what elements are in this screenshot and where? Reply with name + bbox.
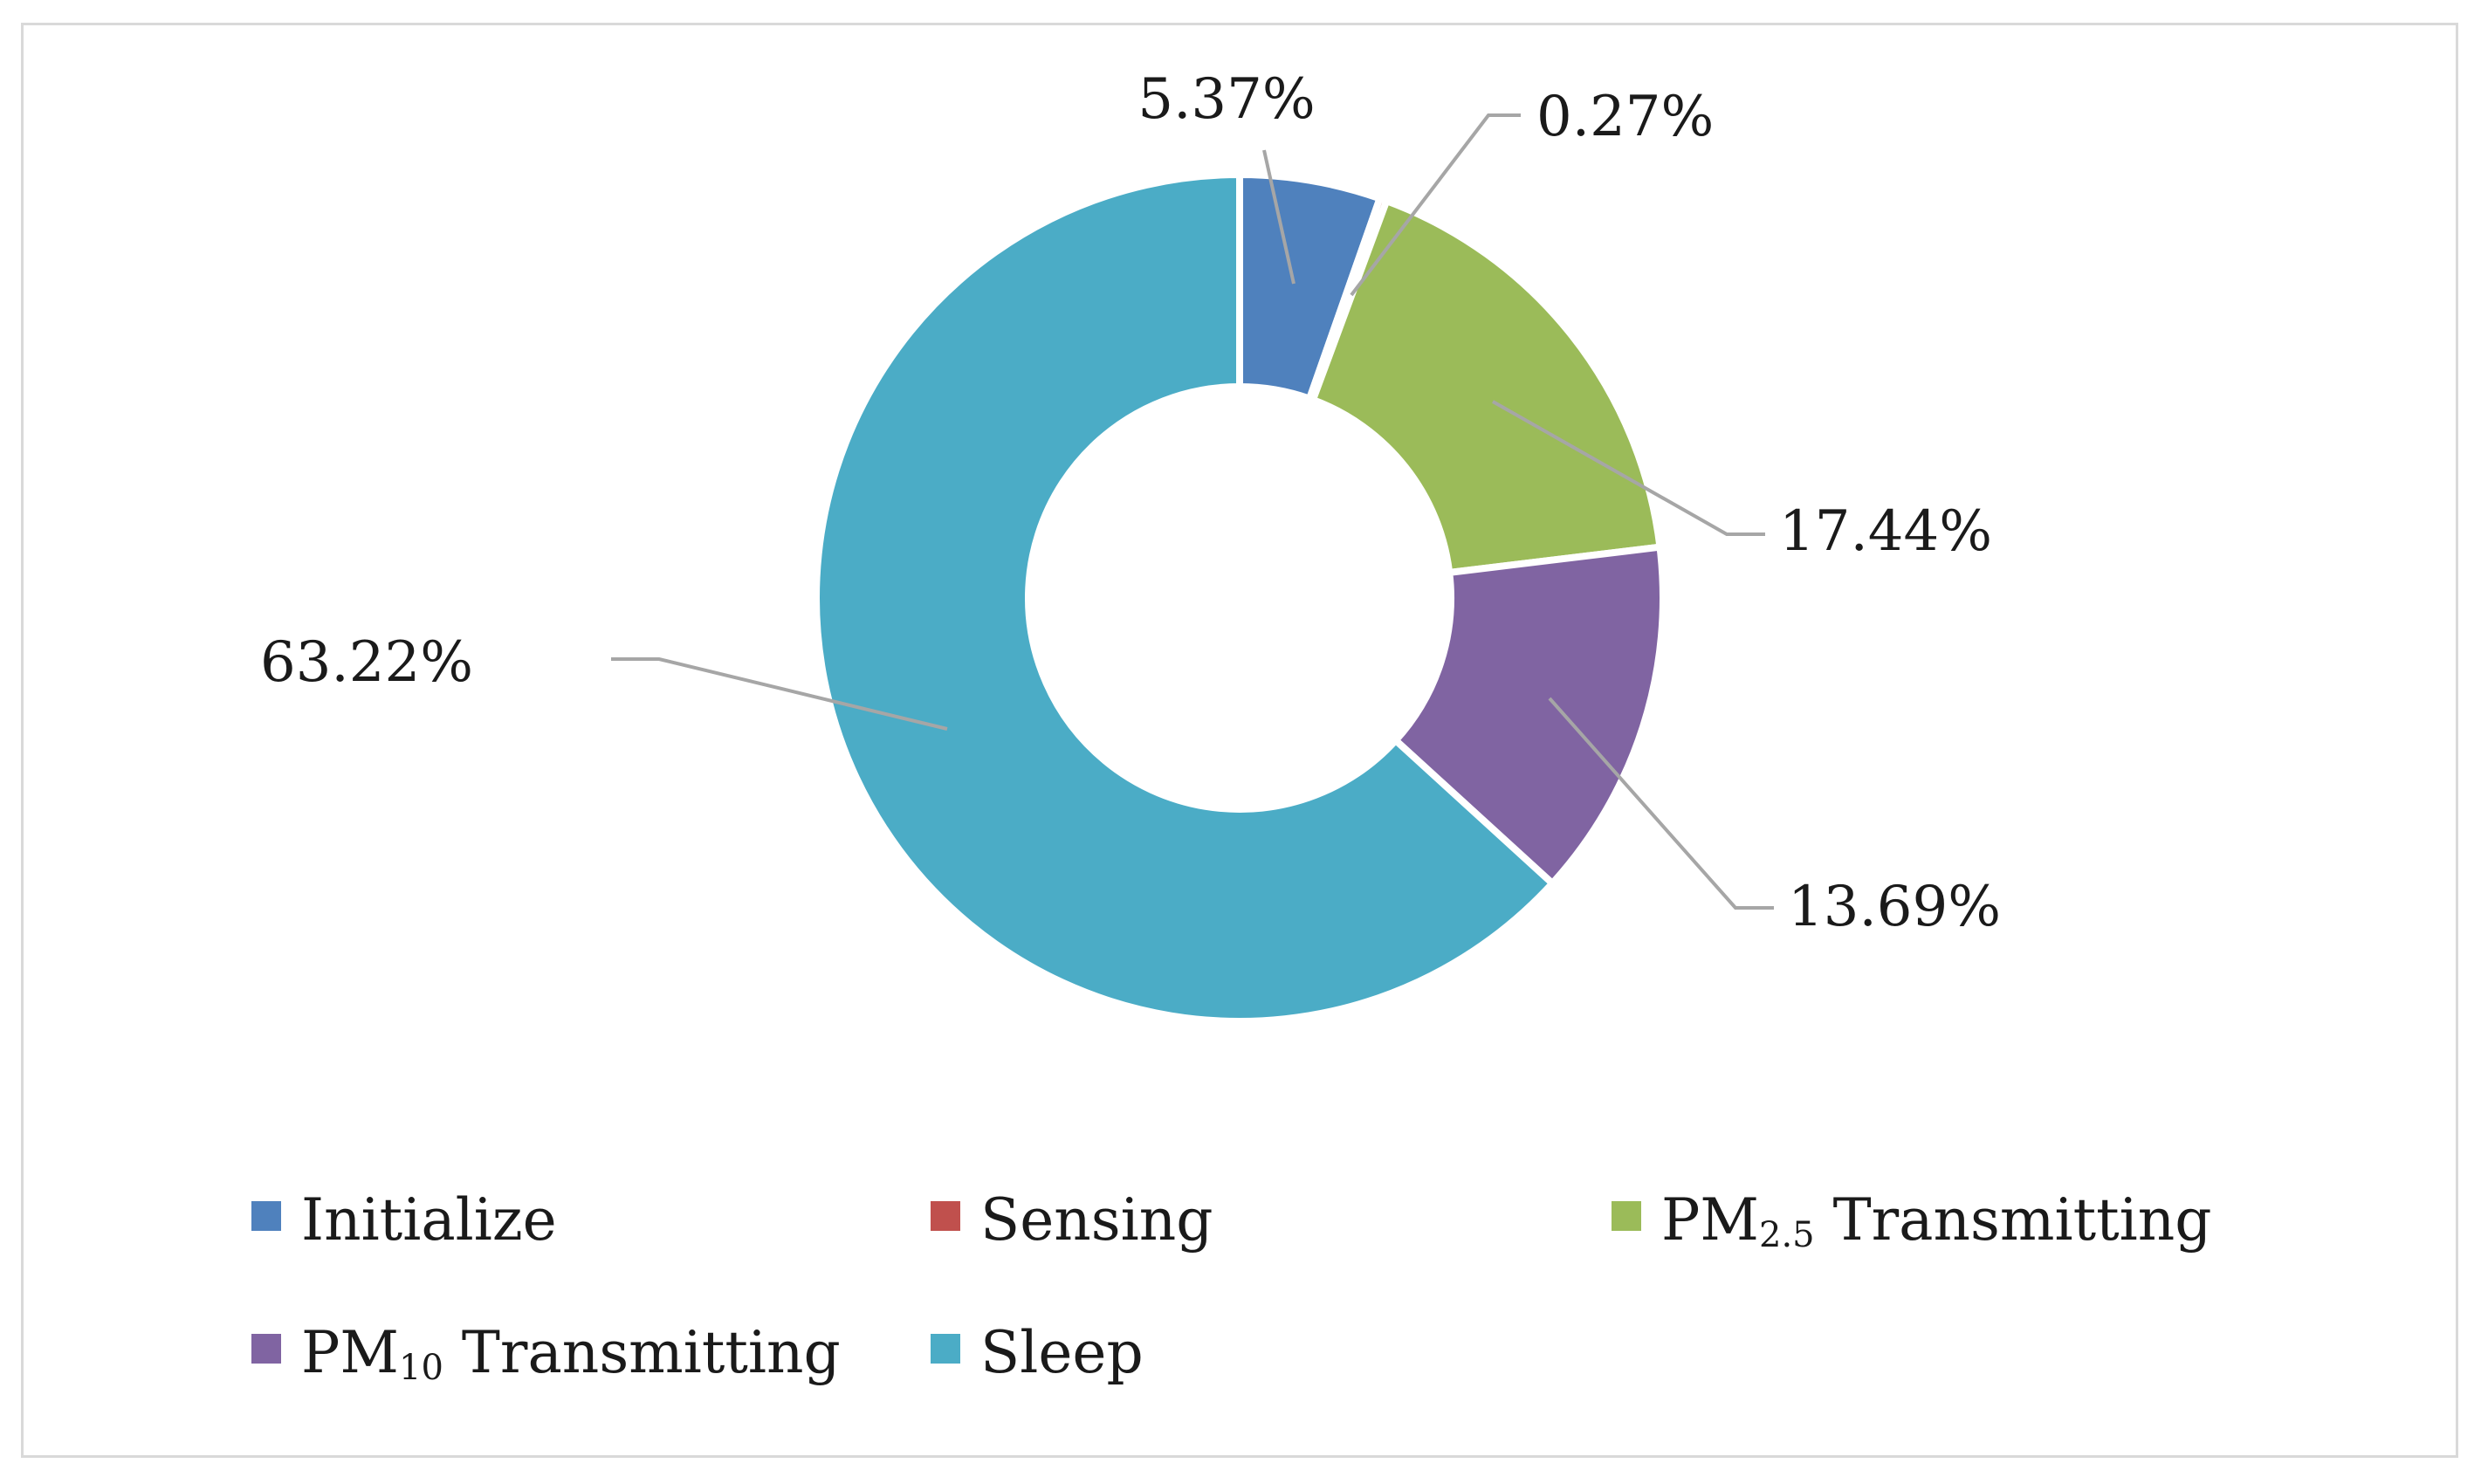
leader-line-initialize	[1262, 149, 1295, 285]
legend-swatch-pm10-transmitting	[251, 1334, 281, 1364]
legend-label-pm2-5-transmitting: PM2.5 Transmitting	[1661, 1186, 2212, 1255]
data-label-sensing: 0.27%	[1536, 85, 1714, 149]
legend-item-sensing: Sensing	[931, 1186, 1213, 1254]
data-labels-group: 5.37% 0.27% 17.44% 13.69% 63.22%	[260, 67, 2001, 939]
legend-item-pm10-transmitting: PM10 Transmitting	[251, 1319, 841, 1388]
data-label-initialize: 5.37%	[1137, 67, 1315, 132]
leader-line-pm10-transmitting	[1548, 697, 1774, 910]
legend-swatch-initialize	[251, 1201, 281, 1231]
slices-group	[813, 170, 1667, 1025]
legend-swatch-pm2-5-transmitting	[1612, 1201, 1641, 1231]
leader-line-pm2-5-transmitting	[1492, 400, 1765, 536]
legend-item-initialize: Initialize	[251, 1186, 557, 1254]
slice-sleep	[813, 170, 1557, 1025]
legend-item-sleep: Sleep	[931, 1319, 1144, 1386]
legend-label-initialize: Initialize	[301, 1186, 557, 1254]
legend-swatch-sleep	[931, 1334, 960, 1364]
legend-label-sleep: Sleep	[980, 1319, 1144, 1386]
slice-pm2-5-transmitting	[1308, 196, 1664, 577]
legend-swatch-sensing	[931, 1201, 960, 1231]
legend-item-pm2-5-transmitting: PM2.5 Transmitting	[1612, 1186, 2212, 1255]
leader-line-sensing	[1350, 113, 1521, 297]
data-label-sleep: 63.22%	[260, 630, 473, 695]
data-label-pm2-5-transmitting: 17.44%	[1779, 499, 1992, 564]
data-label-pm10-transmitting: 13.69%	[1788, 875, 2001, 939]
legend-label-pm10-transmitting: PM10 Transmitting	[301, 1319, 841, 1388]
leader-line-sleep	[611, 657, 948, 731]
legend: Initialize Sensing PM2.5 Transmitting PM10 …	[251, 1186, 2212, 1388]
legend-label-sensing: Sensing	[980, 1186, 1213, 1254]
leader-lines-group	[611, 113, 1774, 910]
